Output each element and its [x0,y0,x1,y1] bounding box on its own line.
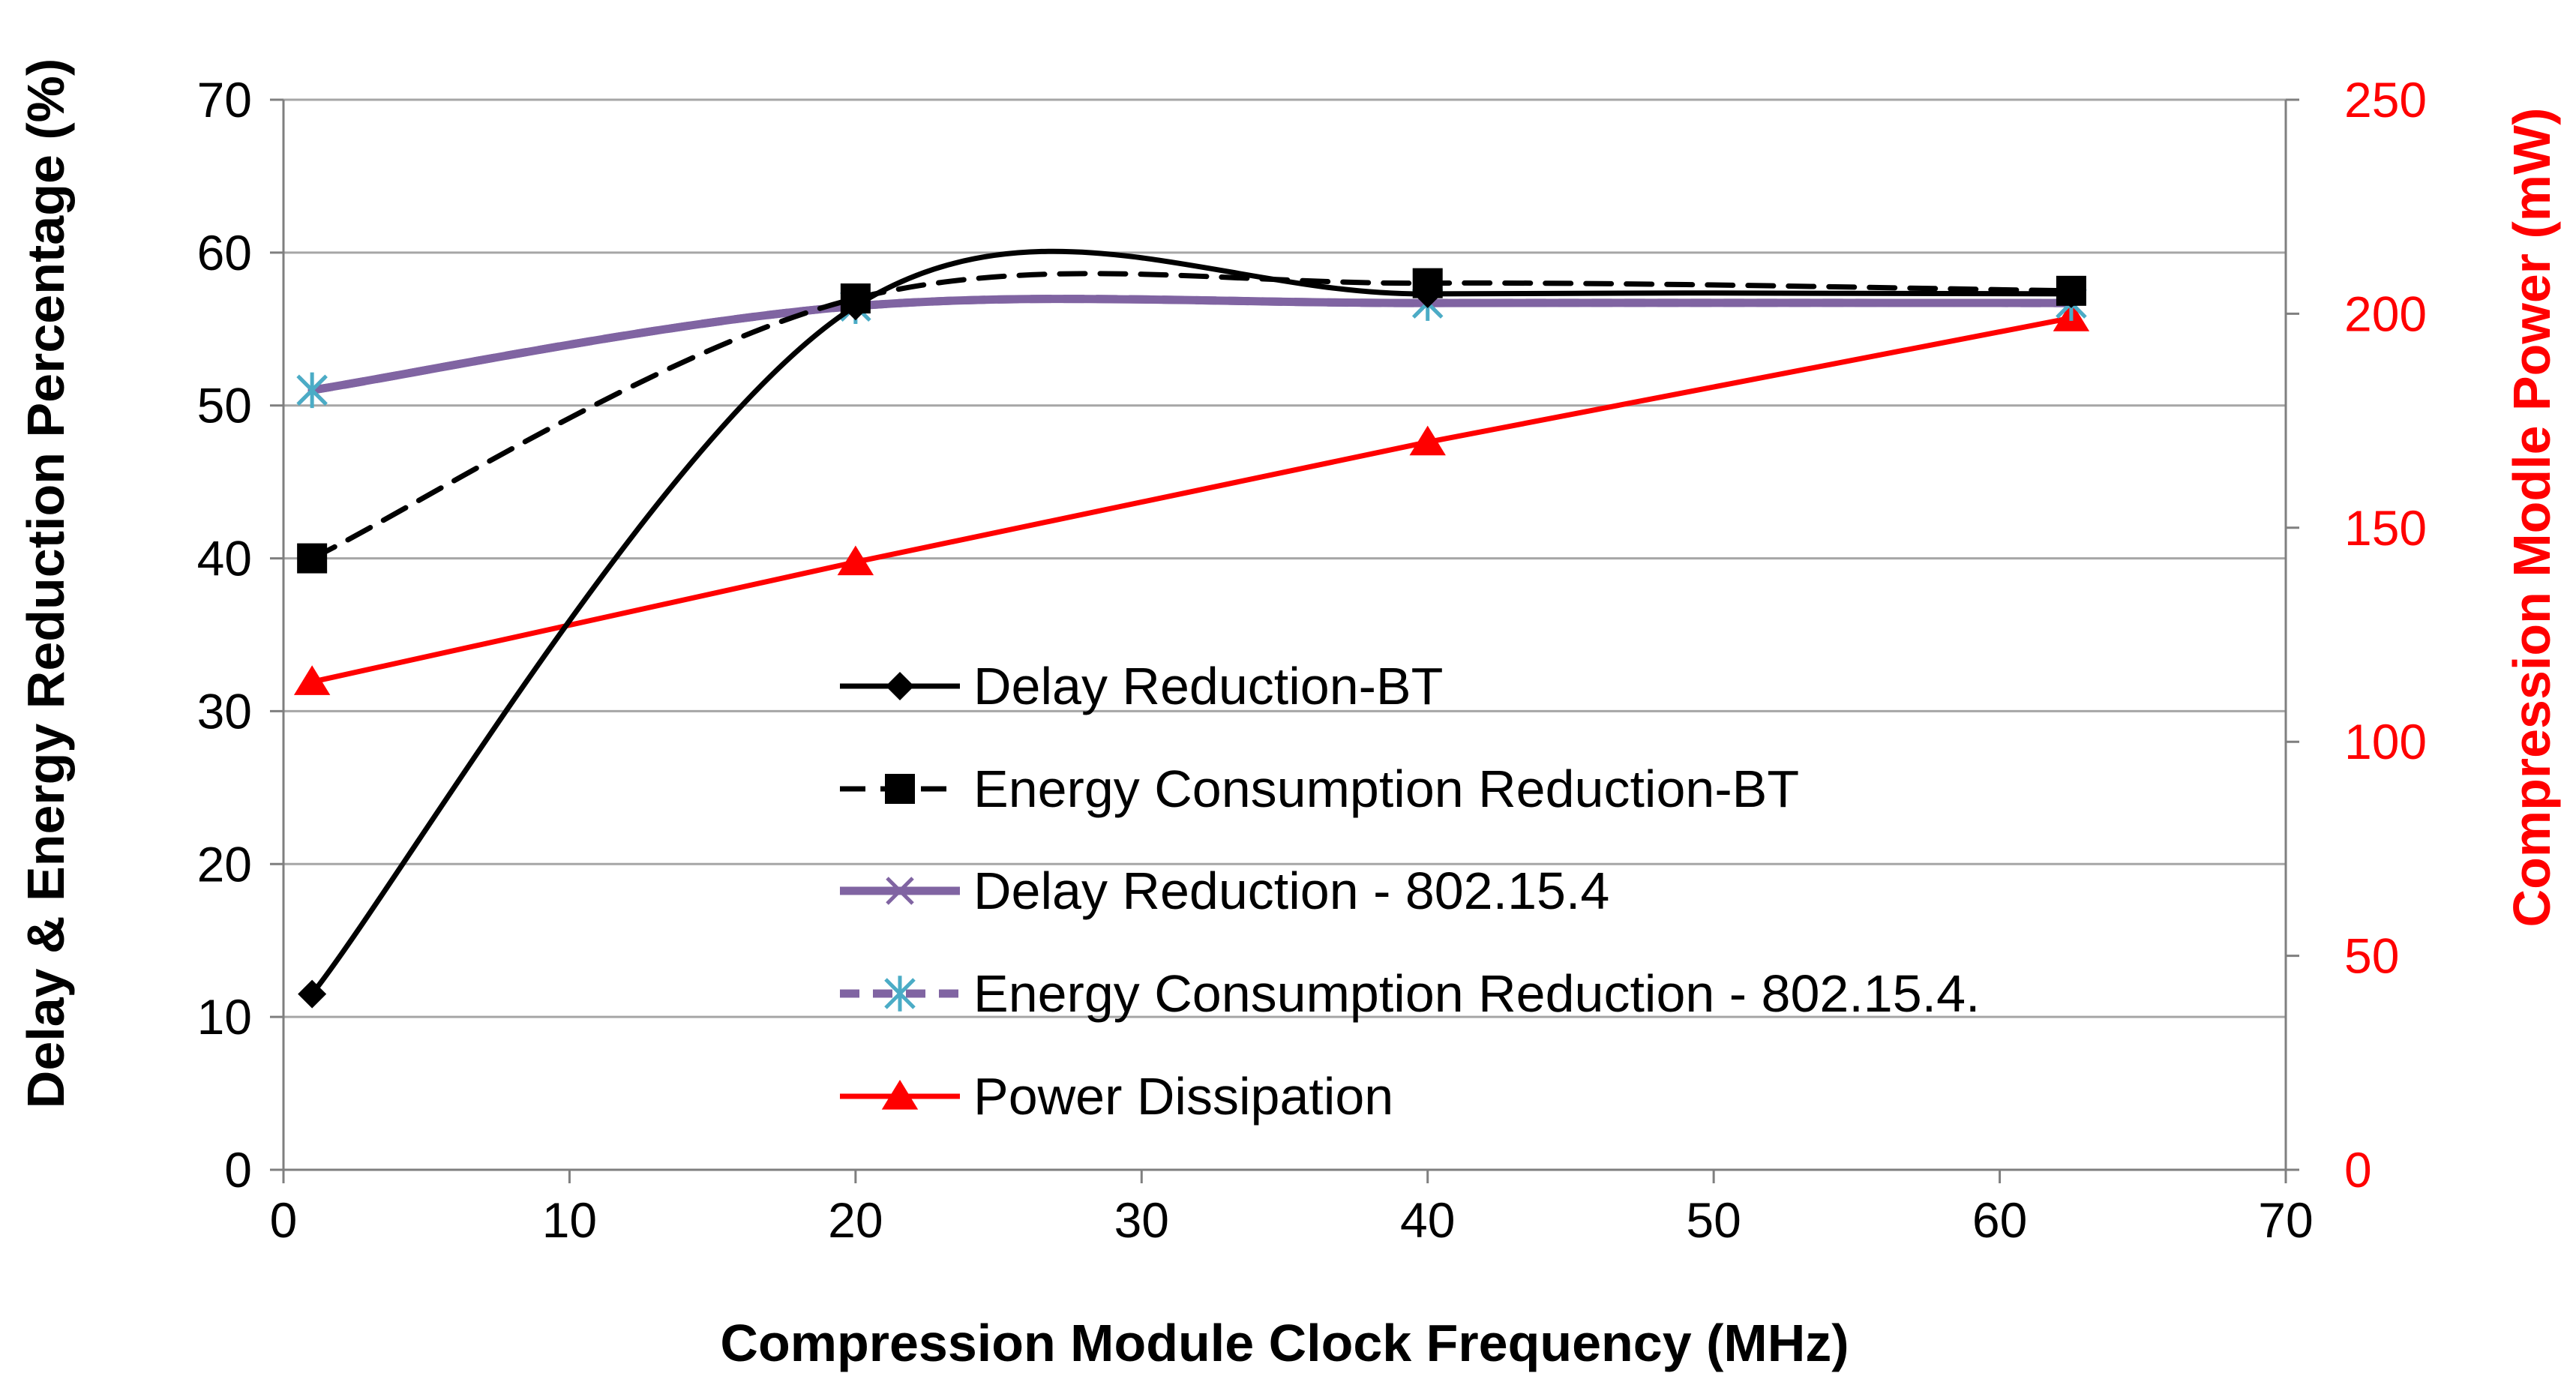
series-1-point-0 [297,543,328,574]
series-0-point-2 [1413,279,1442,308]
x-tick-label-6: 60 [1972,1192,2027,1248]
series-4-point-1 [837,545,874,576]
y-tick-label-2: 20 [197,836,252,892]
y-tick-label-3: 30 [197,683,252,739]
legend-marker-2 [886,877,914,905]
series-0-point-3 [2056,279,2086,308]
series-line-0 [309,248,2074,997]
y-tick-label-4: 40 [197,531,252,586]
y-tick-label-1: 10 [197,989,252,1045]
series-line-3 [307,295,2076,394]
x-tick-label-2: 20 [828,1192,883,1248]
series-4-point-2 [1409,425,1446,456]
y2-axis-title: Compression Modle Power (mW) [2503,108,2561,928]
legend: Delay Reduction-BT Energy Consumption Red… [840,657,1980,1126]
series-layer [293,248,2090,1009]
y2-tick-label-2: 100 [2344,714,2427,769]
axes [270,98,2299,1183]
legend-marker-3 [884,976,916,1012]
legend-label-4: Power Dissipation [973,1067,1393,1126]
legend-label-0: Delay Reduction-BT [973,657,1443,715]
tick-labels: 0 10 20 30 40 50 60 70 0 10 20 30 40 50 60 70 0 50 100 150 2… [197,72,2428,1248]
legend-label-1: Energy Consumption Reduction-BT [973,760,1799,818]
y2-tick-label-1: 50 [2344,928,2399,984]
y2-tick-label-4: 200 [2344,286,2427,341]
legend-label-2: Delay Reduction - 802.15.4 [973,862,1609,920]
y-tick-label-5: 50 [197,378,252,433]
x-tick-label-1: 10 [542,1192,597,1248]
series-4-point-0 [293,665,331,695]
x-tick-label-7: 70 [2258,1192,2313,1248]
x-tick-label-4: 40 [1400,1192,1455,1248]
series-0-point-0 [298,979,327,1009]
legend-marker-1 [885,774,915,804]
x-tick-label-0: 0 [270,1192,298,1248]
y-axis-title: Delay & Energy Reduction Percentage (%) [16,58,75,1108]
x-tick-label-5: 50 [1686,1192,1741,1248]
y2-tick-label-3: 150 [2344,500,2427,556]
y2-tick-label-5: 250 [2344,72,2427,127]
series-line-4 [309,315,2074,685]
series-line-1 [309,271,2074,562]
y-tick-label-0: 0 [224,1142,252,1198]
series-0-point-1 [841,292,870,321]
x-tick-label-3: 30 [1114,1192,1169,1248]
series-3-point-0 [296,372,328,409]
legend-marker-0 [886,672,914,700]
y-tick-label-6: 60 [197,225,252,280]
legend-label-3: Energy Consumption Reduction - 802.15.4. [973,964,1980,1023]
y-tick-label-7: 70 [197,72,252,127]
x-axis-title: Compression Module Clock Frequency (MHz) [720,1314,1849,1372]
legend-marker-4 [881,1080,919,1110]
y2-tick-label-0: 0 [2344,1142,2372,1198]
